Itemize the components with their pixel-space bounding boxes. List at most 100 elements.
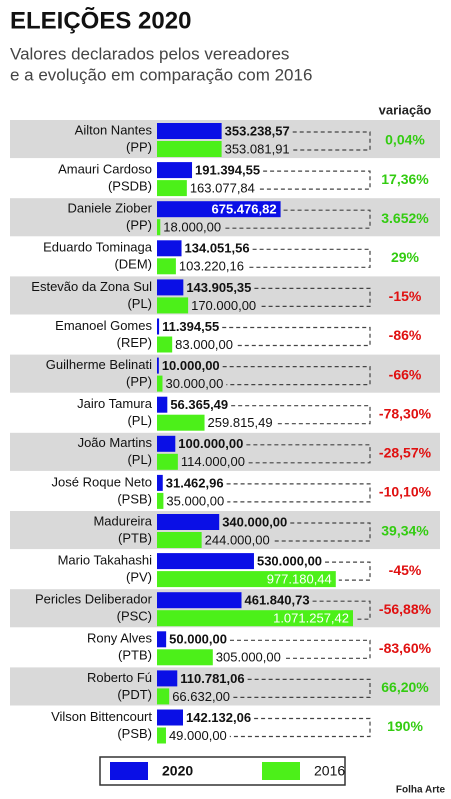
variation-label: -15%: [389, 288, 422, 304]
bar: [157, 162, 193, 179]
bar: [157, 141, 222, 157]
bar: [157, 553, 254, 570]
category-label: Madureira: [93, 513, 152, 528]
value-label: 10.000,00: [162, 358, 220, 373]
connector: [222, 366, 371, 386]
party-label: (PP): [126, 139, 152, 154]
legend-swatch: [262, 762, 300, 780]
variation-label: -10,10%: [379, 484, 432, 500]
bar: [157, 201, 281, 218]
bar: [157, 180, 187, 197]
category-label: Daniele Ziober: [67, 201, 152, 216]
bar: [157, 610, 353, 627]
value-label: 191.394,55: [195, 163, 260, 178]
bar: [157, 219, 161, 236]
value-label: 353.238,57: [225, 123, 290, 138]
category-label: João Martins: [78, 435, 153, 450]
bar: [157, 414, 205, 431]
value-label: 49.000,00: [169, 728, 227, 743]
category-label: Rony Alves: [87, 631, 153, 646]
bar: [157, 453, 178, 470]
party-label: (PTB): [118, 648, 152, 663]
value-label: 30.000,00: [165, 376, 223, 391]
bar: [157, 670, 178, 687]
variation-label: 17,36%: [381, 171, 429, 187]
value-label: 103.220,16: [179, 259, 244, 274]
value-label: 35.000,00: [166, 493, 224, 508]
subtitle: e a evolução em comparação com 2016: [10, 65, 312, 84]
variation-header: variação: [379, 102, 432, 117]
row-background: [10, 120, 440, 159]
value-label: 1.071.257,42: [273, 611, 349, 626]
value-label: 142.132,06: [186, 710, 251, 725]
party-label: (PSDB): [108, 179, 152, 194]
bar: [157, 297, 189, 314]
value-label: 305.000,00: [216, 650, 281, 665]
bar: [157, 435, 176, 452]
row-background: [10, 511, 440, 550]
connector: [224, 209, 371, 229]
connector: [325, 561, 371, 581]
value-label: 18.000,00: [163, 220, 221, 235]
variation-label: -83,60%: [379, 640, 432, 656]
party-label: (PDT): [117, 687, 152, 702]
variation-label: -78,30%: [379, 405, 432, 421]
bar: [157, 571, 336, 588]
value-label: 134.051,56: [185, 241, 250, 256]
row-background: [10, 432, 440, 471]
bar: [157, 688, 170, 705]
row-background: [10, 276, 440, 315]
bar: [157, 492, 164, 509]
bar: [157, 123, 222, 139]
value-label: 83.000,00: [175, 337, 233, 352]
bar: [157, 279, 184, 296]
category-label: Vilson Bittencourt: [51, 709, 152, 724]
bar: [157, 357, 159, 374]
party-label: (PL): [127, 413, 152, 428]
party-label: (PSB): [117, 491, 152, 506]
row-background: [10, 354, 440, 393]
value-label: 66.632,00: [172, 689, 230, 704]
bar: [157, 727, 166, 744]
legend-swatch: [110, 762, 148, 780]
bar: [157, 631, 167, 648]
value-label: 530.000,00: [257, 554, 322, 569]
connector: [229, 717, 371, 738]
bar: [157, 258, 176, 275]
variation-label: 0,04%: [385, 132, 425, 148]
connector: [257, 170, 371, 190]
variation-label: -56,88%: [379, 601, 432, 617]
variation-label: -86%: [389, 327, 422, 343]
value-label: 56.365,49: [170, 397, 228, 412]
connector: [231, 405, 371, 425]
party-label: (PP): [126, 374, 152, 389]
value-label: 461.840,73: [244, 593, 309, 608]
legend-label: 2016: [314, 763, 345, 779]
connector: [226, 483, 371, 503]
variation-label: -66%: [389, 366, 422, 382]
value-label: 340.000,00: [222, 514, 287, 529]
value-label: 675.476,82: [212, 202, 277, 217]
credit: Folha Arte: [396, 785, 446, 796]
bar: [157, 240, 182, 257]
chart-title: ELEIÇÕES 2020: [10, 6, 191, 34]
bar: [157, 336, 173, 353]
value-label: 353.081,91: [225, 141, 290, 156]
value-label: 100.000,00: [178, 436, 243, 451]
category-label: Emanoel Gomes: [55, 318, 152, 333]
variation-label: 39,34%: [381, 523, 429, 539]
bar: [157, 532, 202, 548]
connector: [312, 600, 371, 620]
value-label: 170.000,00: [191, 298, 256, 313]
value-label: 11.394,55: [162, 319, 219, 334]
row-background: [10, 667, 440, 706]
category-label: Guilherme Belinati: [46, 357, 152, 372]
category-label: José Roque Neto: [52, 474, 152, 489]
subtitle: Valores declarados pelos vereadores: [10, 44, 289, 63]
legend-label: 2020: [162, 763, 193, 779]
category-label: Estevão da Zona Sul: [31, 279, 152, 294]
value-label: 977.180,44: [267, 572, 332, 587]
party-label: (PSC): [117, 609, 152, 624]
party-label: (REP): [117, 335, 152, 350]
